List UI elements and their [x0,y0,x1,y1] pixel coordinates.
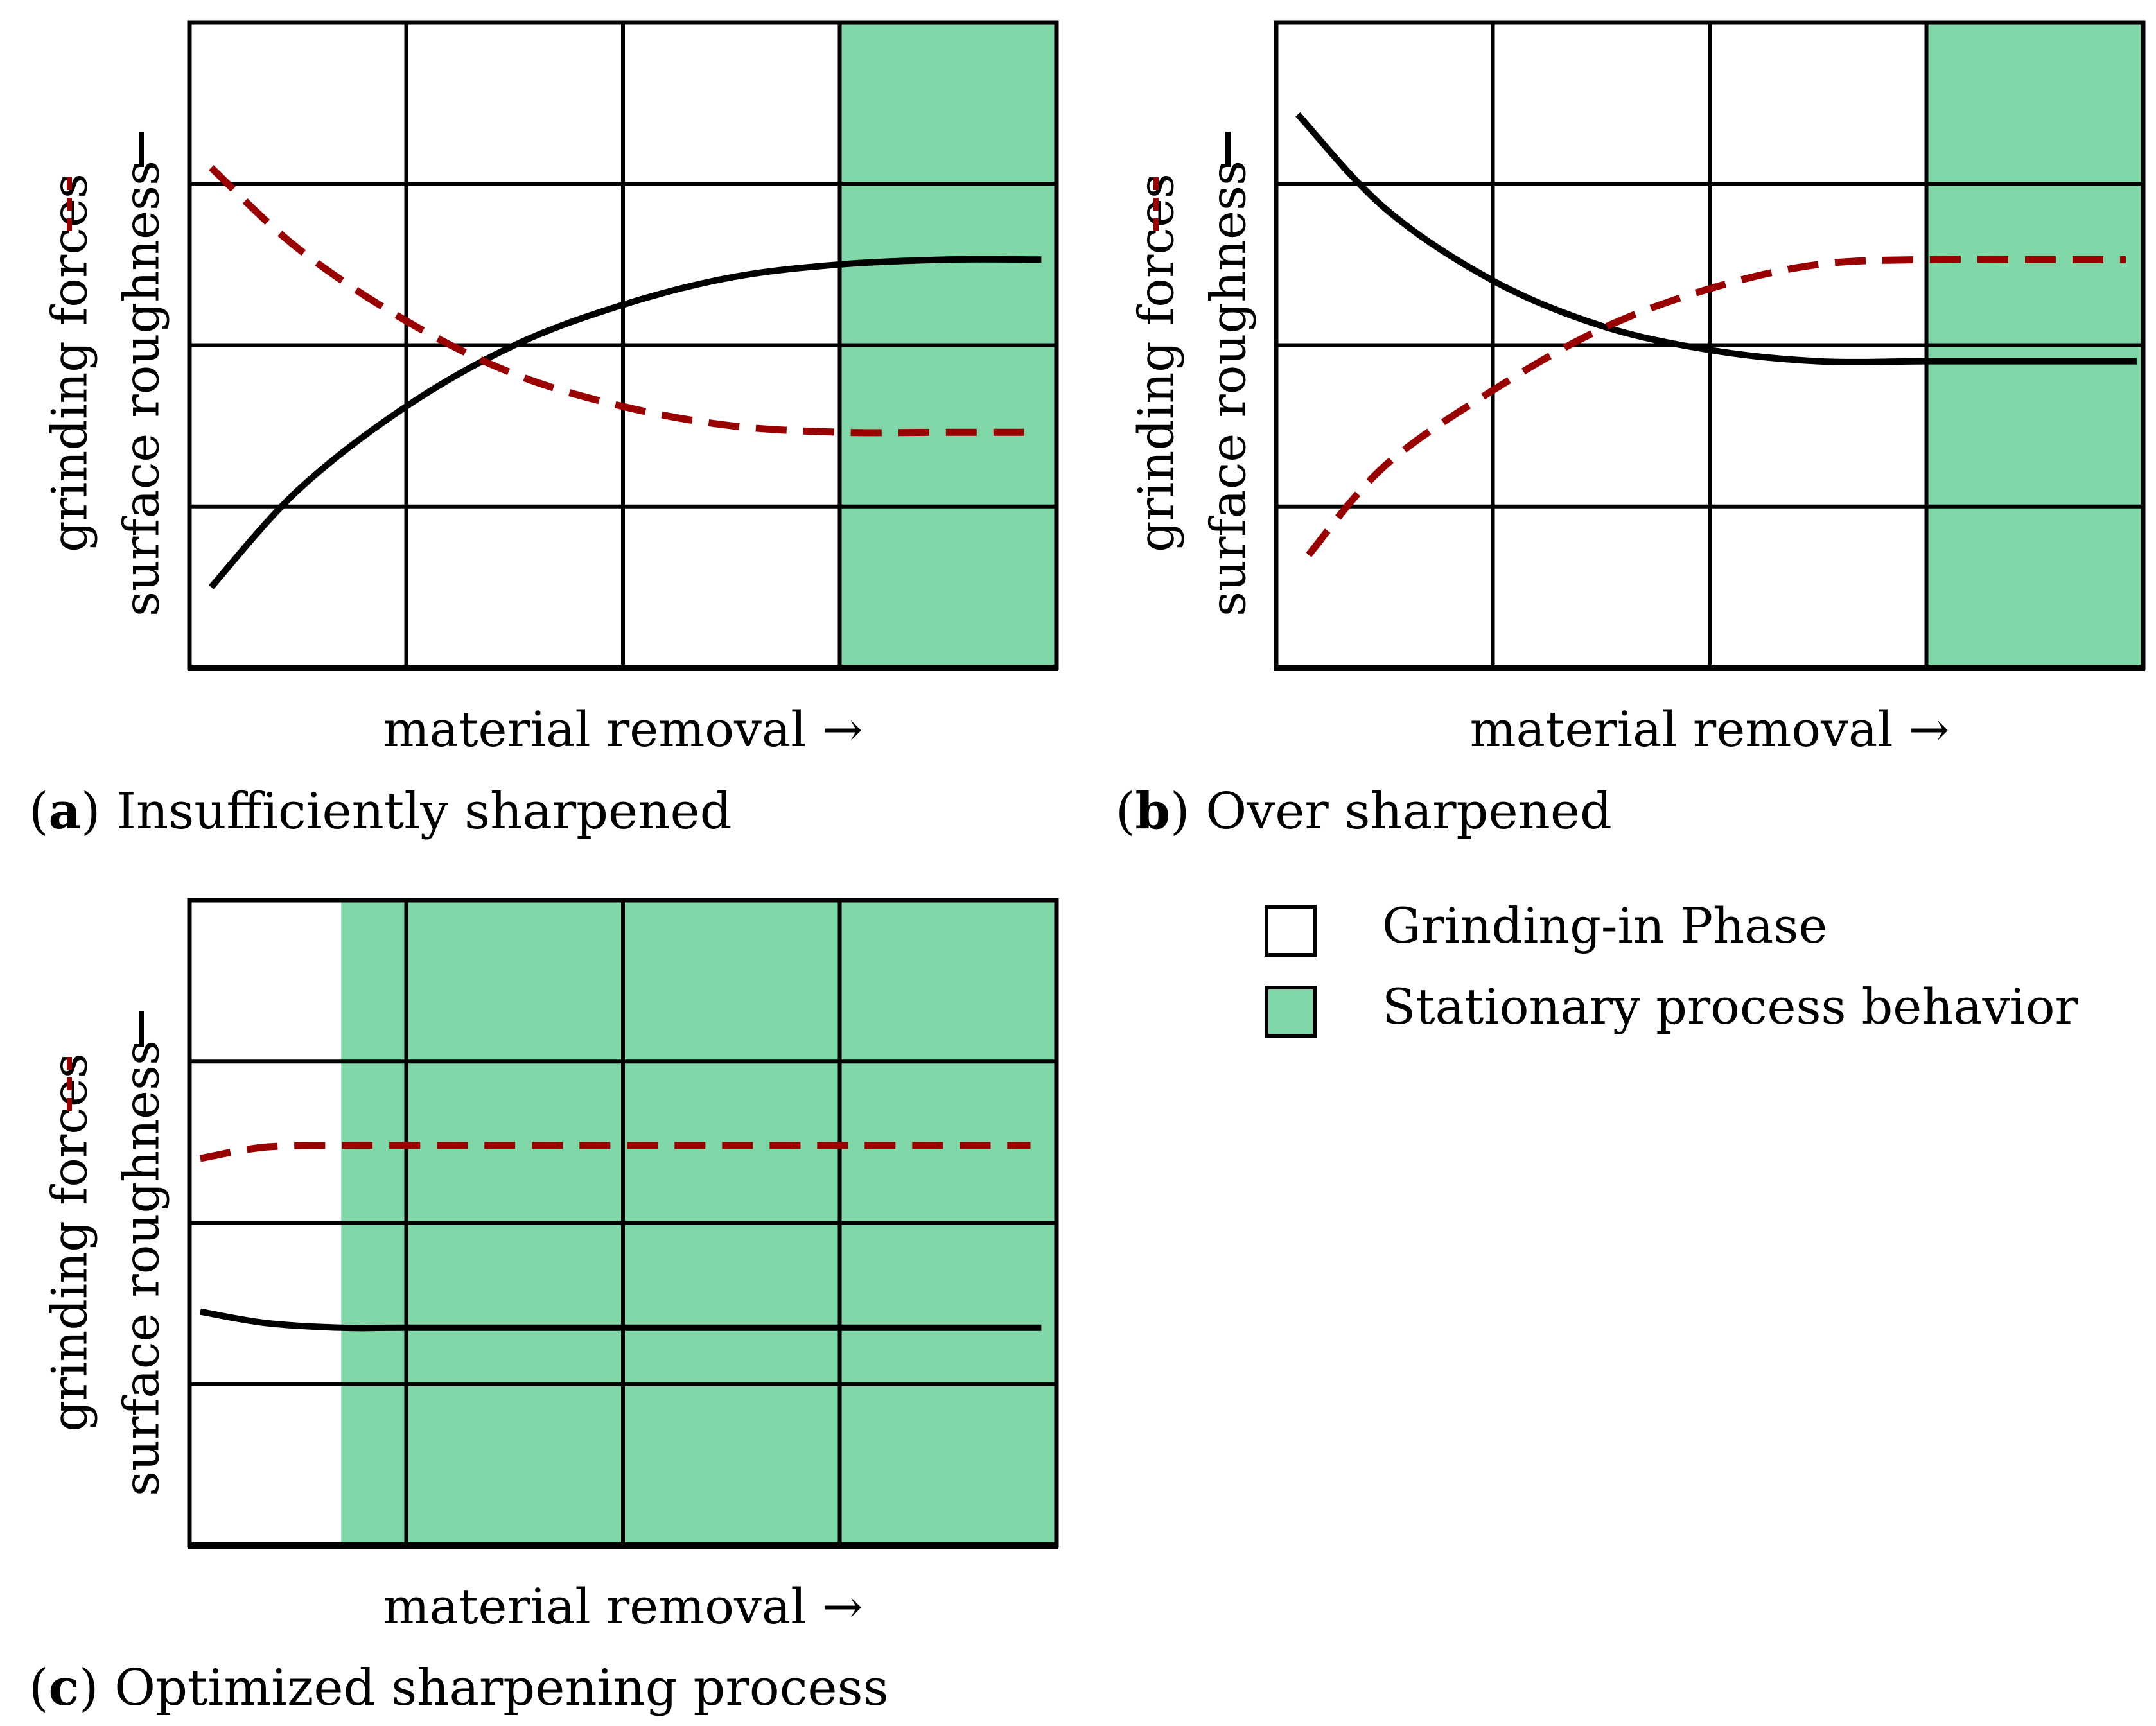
panel-c-ylabel-forces-text: grinding forces [41,1053,98,1432]
panel-a-caption: (a) Insufficiently sharpened [29,782,732,841]
panel-c-forces-line [199,1142,1031,1162]
legend-swatch-stationary [1265,986,1317,1038]
panel-b-forces-line [1306,256,2126,557]
legend-swatch-grinding-in [1265,905,1317,957]
panel-b-letter: b [1135,782,1170,841]
panel-b-caption-text: Over sharpened [1205,783,1612,841]
panel-c-letter: c [48,1659,79,1717]
panel-c: grinding forces surface roughness materi… [29,898,1059,1717]
legend-label-stationary: Stationary process behavior [1382,978,2079,1035]
panel-b: grinding forces surface roughness materi… [1116,20,2146,841]
panel-a-ylabel-roughness: surface roughness [113,132,170,616]
panel-b-ylabel-forces: grinding forces [1128,173,1185,552]
panel-c-roughness-line [200,1308,1042,1332]
panel-c-ylabel-forces: grinding forces [41,1053,98,1432]
panel-a: grinding forces surface roughness materi… [29,20,1059,841]
panel-b-xlabel: material removal → [1470,701,1950,758]
panel-b-caption: (b) Over sharpened [1116,782,1612,841]
panel-b-roughness-line [1295,112,2137,365]
panel-a-forces-line [209,165,1031,437]
panel-c-plot [187,898,1059,1549]
panel-a-roughness-line [209,256,1042,589]
panel-c-xlabel: material removal → [383,1578,863,1635]
panel-c-caption-text: Optimized sharpening process [114,1659,888,1717]
panel-a-plot [187,20,1059,671]
panel-a-ylabel-forces-text: grinding forces [41,173,98,552]
panel-a-letter: a [48,782,81,841]
panel-b-ylabel-roughness: surface roughness [1200,132,1257,616]
legend: Grinding-in Phase Stationary process beh… [1265,897,2079,1038]
panel-a-ylabel-roughness-text: surface roughness [113,161,170,616]
panel-b-ylabel-forces-text: grinding forces [1128,173,1185,552]
panel-c-ylabel-roughness: surface roughness [113,1011,170,1496]
panel-c-caption: (c) Optimized sharpening process [29,1659,889,1717]
panel-a-ylabel-forces: grinding forces [41,173,98,552]
panel-c-ylabel-roughness-text: surface roughness [113,1040,170,1496]
panel-a-xlabel: material removal → [383,701,863,758]
panel-b-ylabel-roughness-text: surface roughness [1200,161,1257,616]
panel-b-plot [1274,20,2146,671]
legend-label-grinding-in: Grinding-in Phase [1382,897,1827,954]
panel-a-caption-text: Insufficiently sharpened [116,783,732,841]
